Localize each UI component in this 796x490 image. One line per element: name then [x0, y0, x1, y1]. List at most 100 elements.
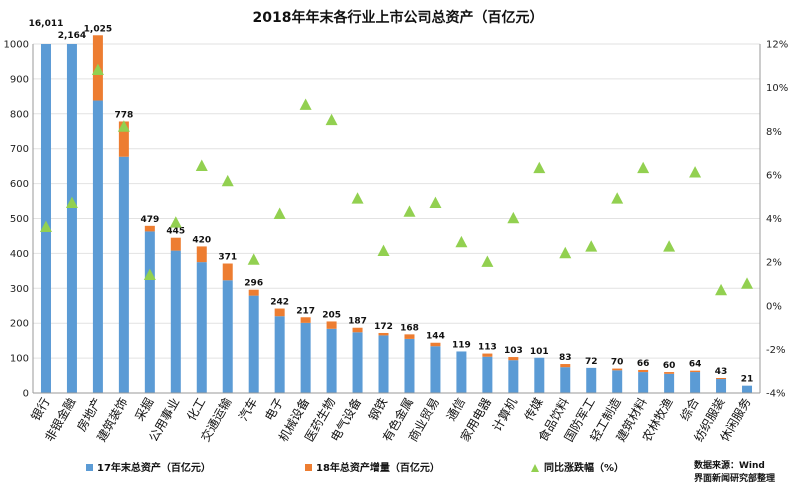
pct-marker: [403, 205, 416, 217]
bar-17: [508, 360, 519, 393]
bar-17: [404, 338, 415, 393]
y2-tick-label: 0%: [766, 301, 782, 312]
pct-marker: [715, 283, 728, 296]
y2-tick-label: 2%: [766, 258, 782, 269]
bar-17: [430, 346, 441, 393]
category-label: 汽车: [235, 395, 260, 423]
data-label: 420: [192, 235, 211, 245]
pct-marker: [507, 211, 520, 224]
data-label: 168: [400, 323, 419, 333]
data-label: 113: [478, 343, 497, 353]
pct-marker: [585, 240, 598, 252]
data-label: 21: [741, 375, 754, 385]
category-label: 钢铁: [366, 396, 390, 424]
bar-17: [196, 262, 207, 393]
y-tick-label: 700: [10, 144, 29, 155]
bar-18-increase: [404, 334, 415, 339]
data-label: 172: [374, 322, 393, 332]
pct-marker: [143, 268, 156, 281]
bar-18-increase: [690, 370, 701, 373]
y2-tick-label: -2%: [766, 345, 785, 356]
pct-marker: [247, 253, 260, 265]
bar-17: [612, 370, 623, 393]
bar-18-increase: [664, 372, 675, 374]
bar-18-increase: [430, 342, 441, 347]
bar-17: [638, 372, 649, 393]
data-label: 242: [270, 298, 289, 308]
source-line-1: 数据来源：Wind: [694, 459, 765, 471]
category-label: 计算机: [489, 395, 520, 434]
legend-label-17: 17年末总资产（百亿元）: [97, 461, 211, 474]
y-tick-label: 100: [10, 354, 29, 365]
legend-swatch-17: [86, 464, 93, 471]
pct-marker: [169, 216, 182, 228]
chart-title: 2018年年末各行业上市公司总资产（百亿元）: [253, 9, 544, 26]
y-tick-label: 600: [10, 179, 29, 190]
pct-marker: [663, 240, 676, 252]
y-tick-label: 400: [10, 249, 29, 260]
legend-triangle-icon: [531, 464, 539, 472]
data-label: 205: [322, 310, 341, 320]
bar-17: [664, 373, 675, 393]
legend-label-18: 18年总资产增量（百亿元）: [316, 461, 440, 474]
bar-18-increase: [248, 289, 259, 296]
bar-17: [378, 335, 389, 393]
bar-18-increase: [508, 357, 519, 361]
pct-marker: [39, 220, 52, 233]
y-tick-label: 300: [10, 284, 29, 295]
y-tick-label: 1000: [4, 40, 29, 51]
legend-label-pct: 同比涨跌幅（%）: [544, 461, 624, 474]
y2-tick-label: 10%: [766, 83, 788, 94]
y-tick-label: 800: [10, 109, 29, 120]
bar-17: [300, 322, 311, 393]
data-label: 64: [689, 360, 702, 370]
bar-17: [222, 280, 233, 393]
bar-17: [586, 367, 597, 393]
bar-18-increase: [482, 353, 493, 357]
bar-18-increase: [352, 327, 363, 333]
bar-18-increase: [716, 377, 727, 380]
bar-17: [248, 295, 259, 393]
data-label: 445: [166, 227, 185, 237]
bar-17: [560, 367, 571, 393]
data-label: 43: [715, 367, 728, 377]
pct-marker: [91, 63, 104, 75]
pct-marker: [689, 166, 702, 178]
pct-marker: [741, 277, 754, 289]
data-label: 83: [559, 353, 572, 363]
bar-17: [40, 44, 51, 393]
bar-18-increase: [326, 321, 337, 329]
pct-marker: [611, 192, 624, 204]
data-label: 296: [244, 279, 263, 289]
bar-18-increase: [612, 368, 623, 371]
pct-marker: [65, 196, 78, 209]
category-label: 化工: [184, 396, 208, 424]
category-label: 传媒: [521, 395, 546, 423]
pct-marker: [429, 196, 442, 209]
bar-17: [456, 351, 467, 393]
data-label: 2,164: [58, 31, 86, 41]
data-label: 1,025: [84, 24, 112, 34]
pct-marker: [559, 246, 572, 259]
y2-tick-label: 8%: [766, 127, 782, 138]
pct-marker: [299, 98, 312, 110]
data-label: 144: [426, 332, 445, 342]
pct-marker: [377, 244, 390, 257]
data-label: 103: [504, 346, 523, 356]
category-label: 采掘: [131, 395, 156, 423]
y2-tick-label: 6%: [766, 170, 782, 181]
data-label: 119: [452, 340, 471, 350]
bar-18-increase: [118, 121, 129, 157]
data-label: 66: [637, 359, 650, 369]
bar-17: [352, 332, 363, 393]
pct-marker: [637, 161, 650, 174]
pct-marker: [273, 207, 286, 219]
bar-17: [170, 250, 181, 393]
bar-18-increase: [560, 364, 571, 368]
category-label: 电子: [262, 396, 286, 424]
legend-swatch-18: [305, 464, 312, 471]
bar-17: [66, 44, 77, 393]
bar-18-increase: [222, 263, 233, 281]
bar-18-increase: [638, 369, 649, 373]
